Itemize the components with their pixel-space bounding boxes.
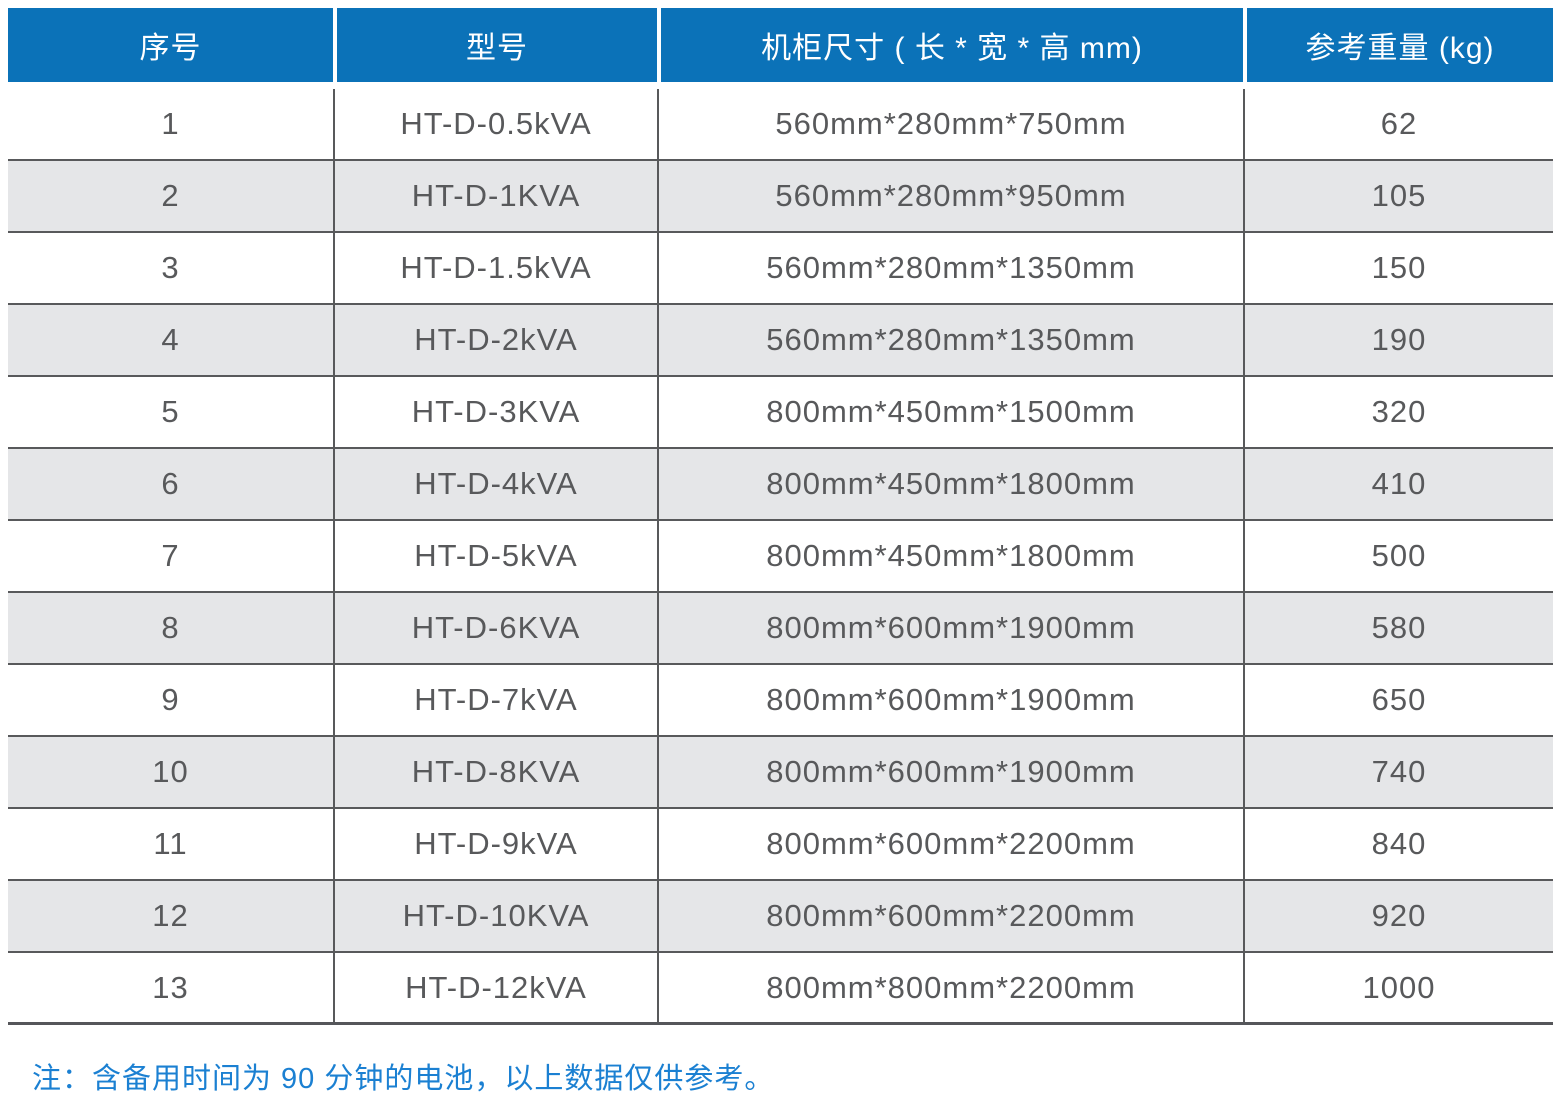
cell-serial: 10 (152, 754, 189, 789)
footnote: 注：含备用时间为 90 分钟的电池，以上数据仅供参考。 (32, 1063, 775, 1095)
cell-dimensions: 800mm*450mm*1800mm (657, 449, 1243, 519)
table-row: 6 HT-D-4kVA 800mm*450mm*1800mm 410 (8, 449, 1553, 521)
cell-dimensions: 800mm*600mm*2200mm (657, 809, 1243, 879)
table-row: 1 HT-D-0.5kVA 560mm*280mm*750mm 62 (8, 89, 1553, 161)
cell-serial: 3 (161, 250, 180, 285)
cell-serial: 5 (161, 394, 180, 429)
cell-serial: 2 (161, 178, 180, 213)
cell-serial: 13 (152, 969, 189, 1005)
cell-dimensions: 800mm*600mm*1900mm (657, 665, 1243, 735)
cell-weight: 190 (1243, 305, 1553, 375)
cell-dimensions: 560mm*280mm*750mm (657, 89, 1243, 159)
cell-model: HT-D-3KVA (333, 377, 657, 447)
cell-serial: 7 (161, 538, 180, 573)
cell-model: HT-D-10KVA (333, 881, 657, 951)
cell-weight: 62 (1243, 89, 1553, 159)
spec-table: 序号 型号 机柜尺寸 ( 长 * 宽 * 高 mm) 参考重量 (kg) 1 H… (8, 8, 1553, 1025)
table-row: 8 HT-D-6KVA 800mm*600mm*1900mm 580 (8, 593, 1553, 665)
cell-serial: 4 (161, 322, 180, 357)
cell-weight: 650 (1243, 665, 1553, 735)
cell-serial: 11 (153, 826, 188, 861)
cell-weight: 740 (1243, 737, 1553, 807)
cell-serial: 12 (152, 898, 189, 933)
cell-weight: 105 (1243, 161, 1553, 231)
table-row: 11 HT-D-9kVA 800mm*600mm*2200mm 840 (8, 809, 1553, 881)
cell-model: HT-D-1KVA (333, 161, 657, 231)
cell-dimensions: 800mm*600mm*1900mm (657, 737, 1243, 807)
cell-model: HT-D-7kVA (333, 665, 657, 735)
table-row: 4 HT-D-2kVA 560mm*280mm*1350mm 190 (8, 305, 1553, 377)
cell-model: HT-D-0.5kVA (333, 89, 657, 159)
table-row: 2 HT-D-1KVA 560mm*280mm*950mm 105 (8, 161, 1553, 233)
cell-model: HT-D-5kVA (333, 521, 657, 591)
cell-weight: 580 (1243, 593, 1553, 663)
cell-weight: 150 (1243, 233, 1553, 303)
cell-serial: 9 (161, 682, 180, 717)
cell-model: HT-D-8KVA (333, 737, 657, 807)
cell-weight: 320 (1243, 377, 1553, 447)
column-header-dimensions: 机柜尺寸 ( 长 * 宽 * 高 mm) (657, 8, 1243, 82)
cell-dimensions: 800mm*450mm*1500mm (657, 377, 1243, 447)
cell-model: HT-D-12kVA (333, 953, 657, 1022)
column-header-weight: 参考重量 (kg) (1243, 8, 1553, 82)
table-body: 1 HT-D-0.5kVA 560mm*280mm*750mm 62 2 HT-… (8, 89, 1553, 1025)
table-row: 13 HT-D-12kVA 800mm*800mm*2200mm 1000 (8, 953, 1553, 1025)
table-row: 9 HT-D-7kVA 800mm*600mm*1900mm 650 (8, 665, 1553, 737)
table-row: 3 HT-D-1.5kVA 560mm*280mm*1350mm 150 (8, 233, 1553, 305)
cell-dimensions: 560mm*280mm*1350mm (657, 305, 1243, 375)
cell-weight: 840 (1243, 809, 1553, 879)
cell-weight: 1000 (1243, 953, 1553, 1022)
cell-dimensions: 800mm*450mm*1800mm (657, 521, 1243, 591)
cell-model: HT-D-2kVA (333, 305, 657, 375)
table-row: 5 HT-D-3KVA 800mm*450mm*1500mm 320 (8, 377, 1553, 449)
cell-model: HT-D-6KVA (333, 593, 657, 663)
column-header-model: 型号 (333, 8, 657, 82)
cell-dimensions: 560mm*280mm*950mm (657, 161, 1243, 231)
cell-serial: 6 (161, 466, 180, 501)
cell-dimensions: 560mm*280mm*1350mm (657, 233, 1243, 303)
cell-dimensions: 800mm*600mm*2200mm (657, 881, 1243, 951)
table-row: 7 HT-D-5kVA 800mm*450mm*1800mm 500 (8, 521, 1553, 593)
cell-model: HT-D-1.5kVA (333, 233, 657, 303)
table-row: 12 HT-D-10KVA 800mm*600mm*2200mm 920 (8, 881, 1553, 953)
cell-model: HT-D-9kVA (333, 809, 657, 879)
cell-weight: 920 (1243, 881, 1553, 951)
cell-dimensions: 800mm*800mm*2200mm (657, 953, 1243, 1022)
table-row: 10 HT-D-8KVA 800mm*600mm*1900mm 740 (8, 737, 1553, 809)
cell-serial: 8 (161, 610, 180, 645)
cell-dimensions: 800mm*600mm*1900mm (657, 593, 1243, 663)
cell-weight: 410 (1243, 449, 1553, 519)
cell-model: HT-D-4kVA (333, 449, 657, 519)
table-header-row: 序号 型号 机柜尺寸 ( 长 * 宽 * 高 mm) 参考重量 (kg) (8, 8, 1553, 82)
column-header-serial: 序号 (8, 8, 333, 82)
cell-weight: 500 (1243, 521, 1553, 591)
cell-serial: 1 (161, 106, 180, 141)
